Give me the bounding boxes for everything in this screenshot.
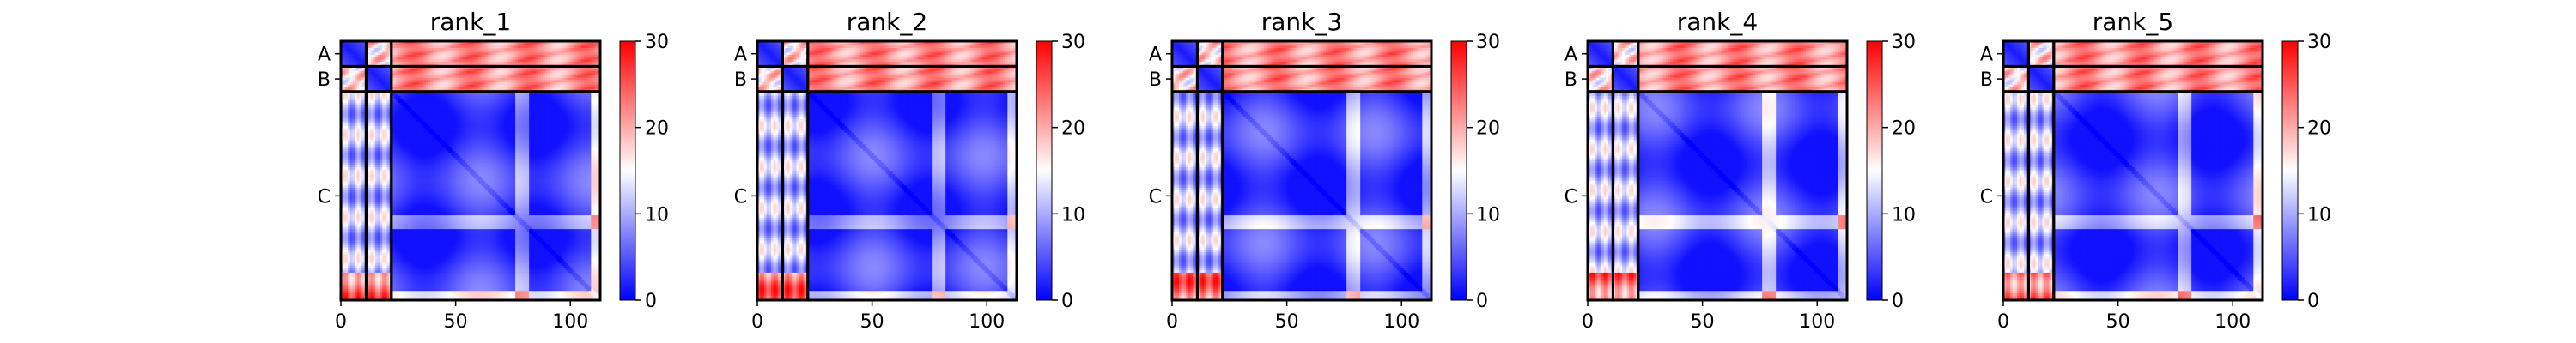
colorbar: 0 10 20 30 — [620, 32, 669, 312]
colorbar-tick-label: 30 — [1061, 32, 1085, 53]
x-tick-label: 50 — [1691, 311, 1715, 333]
colorbar-tick-label: 20 — [2307, 118, 2331, 140]
chain-label: B — [1980, 69, 1993, 91]
panel-rank_3: rank_3 AB C 0 50 100 0 10 20 30 — [1149, 8, 1500, 333]
chain-label: C — [318, 186, 331, 208]
colorbar-tick-label: 10 — [1061, 204, 1085, 226]
x-tick-label: 50 — [2106, 311, 2130, 333]
colorbar-tick-label: 20 — [1892, 118, 1916, 140]
chain-label: A — [734, 45, 747, 66]
colorbar: 0 10 20 30 — [2282, 32, 2331, 312]
pae-heatmap-cells — [1588, 41, 1847, 300]
colorbar: 0 10 20 30 — [1036, 32, 1085, 312]
panel-title: rank_2 — [847, 8, 927, 36]
panel-rank_2: rank_2 AB C 0 50 100 0 10 20 30 — [734, 8, 1085, 333]
x-tick-label: 0 — [335, 311, 347, 333]
panel-rank_4: rank_4 AB C 0 50 100 0 10 20 30 — [1564, 8, 1916, 333]
colorbar-tick-label: 10 — [645, 204, 669, 226]
panel-title: rank_4 — [1677, 8, 1758, 36]
chain-label: B — [1149, 69, 1162, 91]
x-tick-label: 50 — [1275, 311, 1299, 333]
chain-label: A — [318, 45, 331, 66]
x-tick-label: 0 — [751, 311, 763, 333]
colorbar: 0 10 20 30 — [1867, 32, 1916, 312]
chain-label: A — [1564, 45, 1577, 66]
x-tick-label: 100 — [1383, 311, 1419, 333]
panel-rank_1: rank_1 AB C 0 50 100 0 10 20 30 — [318, 8, 669, 333]
x-tick-label: 100 — [969, 311, 1005, 333]
x-tick-label: 50 — [860, 311, 884, 333]
panel-title: rank_1 — [430, 8, 511, 36]
colorbar-tick-label: 0 — [1476, 291, 1488, 312]
colorbar-tick-label: 30 — [2307, 32, 2331, 53]
x-tick-label: 100 — [1799, 311, 1835, 333]
chain-label: A — [1149, 45, 1162, 66]
x-tick-label: 100 — [552, 311, 588, 333]
colorbar-tick-label: 10 — [2307, 204, 2331, 226]
chain-label: C — [734, 186, 747, 208]
pae-heatmap-cells — [757, 41, 1017, 300]
panel-rank_5: rank_5 AB C 0 50 100 0 10 20 30 — [1980, 8, 2331, 333]
colorbar-tick-label: 20 — [645, 118, 669, 140]
colorbar-tick-label: 30 — [645, 32, 669, 53]
colorbar-tick-label: 10 — [1476, 204, 1500, 226]
pae-heatmap-cells — [341, 41, 600, 300]
colorbar-tick-label: 20 — [1061, 118, 1085, 140]
x-tick-label: 0 — [1582, 311, 1594, 333]
chain-label: C — [1980, 186, 1993, 208]
colorbar-tick-label: 30 — [1476, 32, 1500, 53]
x-tick-label: 50 — [444, 311, 468, 333]
x-tick-label: 0 — [1997, 311, 2009, 333]
colorbar-tick-label: 0 — [645, 291, 657, 312]
colorbar-tick-label: 0 — [1061, 291, 1073, 312]
x-tick-label: 100 — [2215, 311, 2251, 333]
pae-heatmap-cells — [2003, 41, 2263, 300]
pae-heatmap-cells — [1172, 41, 1431, 300]
panel-title: rank_3 — [1261, 8, 1342, 36]
chain-label: B — [734, 69, 747, 91]
chain-label: C — [1149, 186, 1162, 208]
chain-label: B — [318, 69, 331, 91]
colorbar-tick-label: 10 — [1892, 204, 1916, 226]
colorbar-tick-label: 20 — [1476, 118, 1500, 140]
colorbar: 0 10 20 30 — [1451, 32, 1500, 312]
x-tick-label: 0 — [1166, 311, 1178, 333]
colorbar-tick-label: 0 — [1892, 291, 1904, 312]
chain-label: A — [1980, 45, 1993, 66]
panel-title: rank_5 — [2093, 8, 2173, 36]
colorbar-tick-label: 0 — [2307, 291, 2319, 312]
colorbar-tick-label: 30 — [1892, 32, 1916, 53]
chain-label: B — [1564, 69, 1577, 91]
chain-label: C — [1564, 186, 1577, 208]
